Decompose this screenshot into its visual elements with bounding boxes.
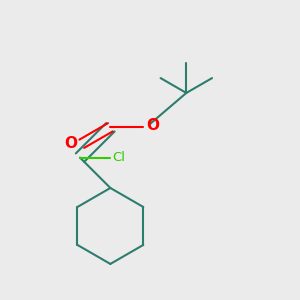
Text: O: O bbox=[147, 118, 160, 133]
Text: O: O bbox=[64, 136, 77, 151]
Text: Cl: Cl bbox=[112, 151, 125, 164]
